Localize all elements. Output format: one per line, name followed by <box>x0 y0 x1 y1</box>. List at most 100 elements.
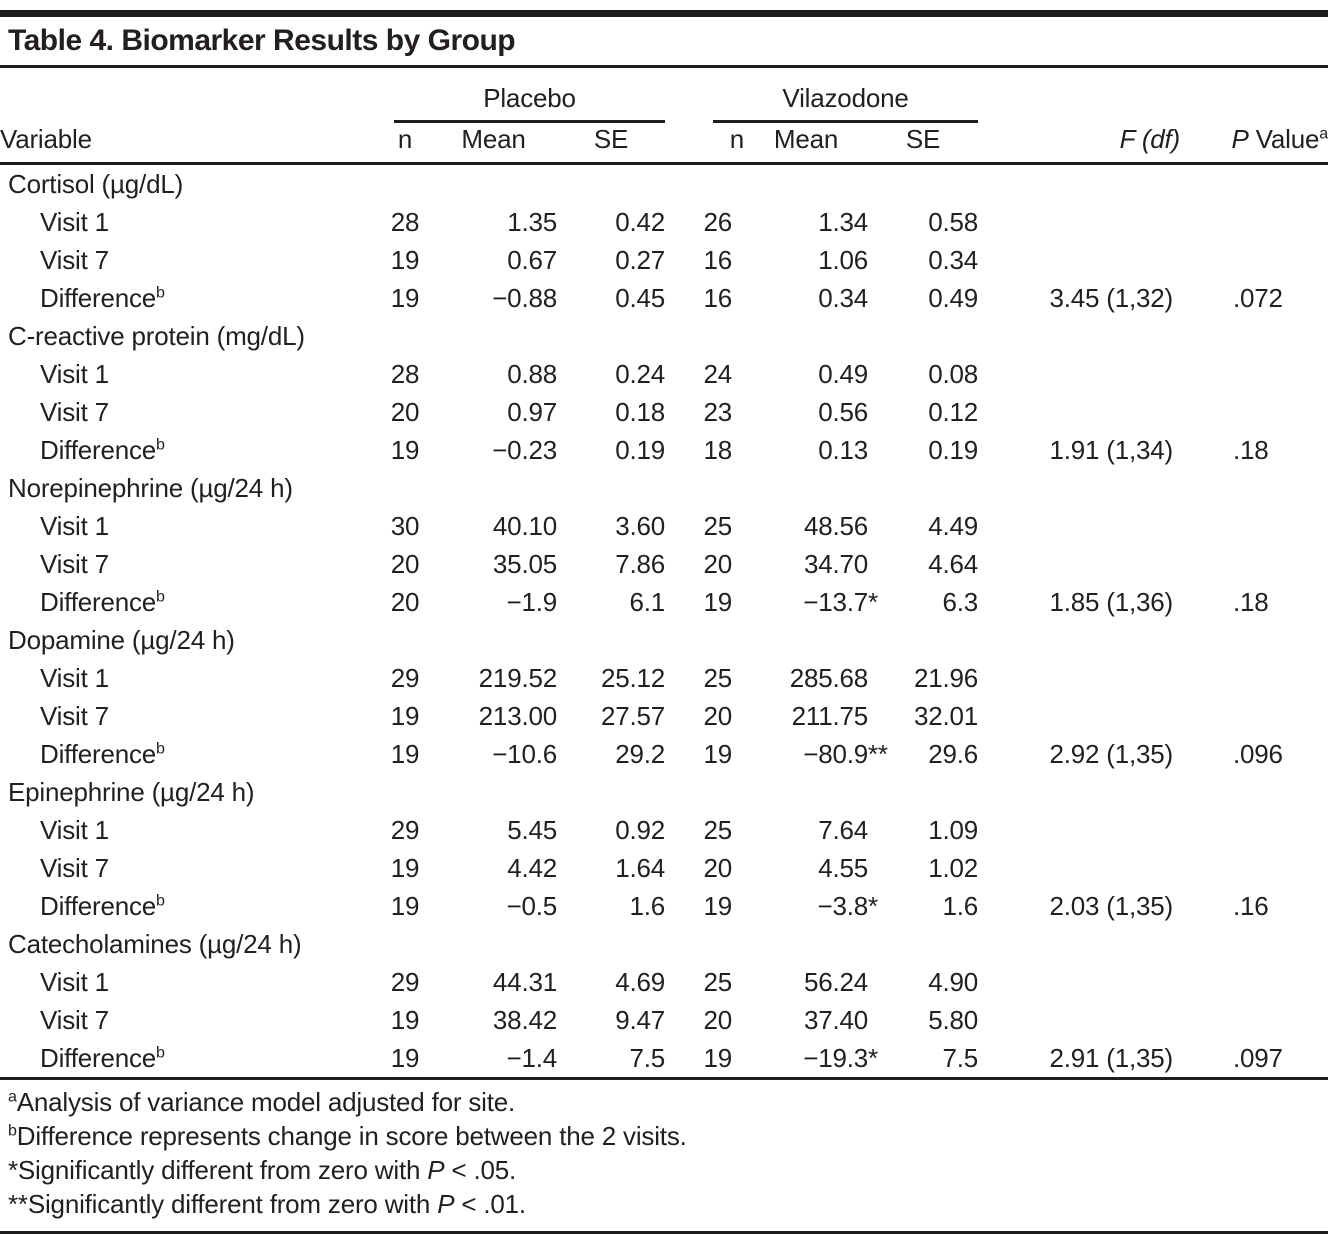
cell-pn: 19 <box>390 1043 420 1073</box>
table-title: Table 4. Biomarker Results by Group <box>8 24 516 57</box>
cell-vmean: 37.40 <box>803 1005 869 1035</box>
cell-p <box>1180 507 1328 545</box>
column-header-variable: Variable <box>0 123 380 165</box>
cell-vn: 25 <box>703 511 733 541</box>
cell-pse: 0.92 <box>615 815 666 845</box>
title-rule <box>0 65 1328 68</box>
cell-f: 1.85 (1,36) <box>1049 587 1174 617</box>
cell-pse: 0.19 <box>615 435 666 465</box>
cell-pmean: 4.42 <box>507 853 557 883</box>
cell-p: .072 <box>1233 283 1283 313</box>
cell-vn: 20 <box>703 701 733 731</box>
cell-vse: 1.6 <box>942 891 979 921</box>
cell-pmean: −1.9 <box>506 587 557 617</box>
cell-f <box>978 963 1180 1001</box>
cell-f <box>978 507 1180 545</box>
cell-vse: 6.3 <box>942 587 979 617</box>
cell-vmean: 56.24 <box>803 967 869 997</box>
row-label: Visit 7 <box>40 397 109 427</box>
cell-vn: 20 <box>703 549 733 579</box>
cell-p <box>1180 355 1328 393</box>
cell-pse: 1.64 <box>615 853 666 883</box>
row-label: Differenceb <box>40 891 165 921</box>
table-row: Differenceb 19 −0.88 0.45 16 0.34 0.49 3.45 (1,… <box>0 279 1328 317</box>
cell-vmean: 4.55 <box>818 853 869 883</box>
table-row: Visit 7 19 213.00 27.57 20 211.75 32.01 <box>0 697 1328 735</box>
cell-f <box>978 203 1180 241</box>
cell-p: .18 <box>1233 587 1269 617</box>
cell-f <box>978 811 1180 849</box>
cell-vse: 21.96 <box>913 663 979 693</box>
table-row: Visit 7 19 0.67 0.27 16 1.06 0.34 <box>0 241 1328 279</box>
table-row: Differenceb 20 −1.9 6.1 19 −13.7* 6.3 1.85 (1,3… <box>0 583 1328 621</box>
cell-vn: 18 <box>703 435 733 465</box>
cell-p <box>1180 811 1328 849</box>
cell-pse: 7.86 <box>615 549 666 579</box>
cell-pmean: 44.31 <box>492 967 557 997</box>
table-row: Visit 7 19 38.42 9.47 20 37.40 5.80 <box>0 1001 1328 1039</box>
bottom-rule <box>0 1231 1328 1234</box>
section-row: Catecholamines (µg/24 h) <box>0 925 1328 963</box>
cell-f: 3.45 (1,32) <box>1049 283 1174 313</box>
row-label: Visit 1 <box>40 207 109 237</box>
table-body: Cortisol (µg/dL) Visit 1 28 1.35 0.42 26 1.34 0… <box>0 164 1328 1078</box>
cell-p <box>1180 849 1328 887</box>
cell-pn: 20 <box>390 397 420 427</box>
biomarker-table: Placebo Vilazodone Variable n Mean SE n <box>0 68 1328 1077</box>
table-row: Visit 1 28 1.35 0.42 26 1.34 0.58 <box>0 203 1328 241</box>
cell-f <box>978 393 1180 431</box>
cell-pmean: −0.23 <box>492 435 557 465</box>
row-label: Differenceb <box>40 587 165 617</box>
table-row: Visit 7 19 4.42 1.64 20 4.55 1.02 <box>0 849 1328 887</box>
cell-vse: 1.02 <box>928 853 979 883</box>
cell-pmean: −0.88 <box>492 283 557 313</box>
cell-pse: 6.1 <box>629 587 666 617</box>
cell-vn: 16 <box>703 245 733 275</box>
cell-vmean: 48.56 <box>803 511 869 541</box>
cell-vse: 4.64 <box>928 549 979 579</box>
table-row: Differenceb 19 −1.4 7.5 19 −19.3* 7.5 2.91 (1,3… <box>0 1039 1328 1077</box>
cell-pn: 19 <box>390 435 420 465</box>
row-label: Differenceb <box>40 435 165 465</box>
cell-pmean: 213.00 <box>478 701 558 731</box>
table-row: Visit 7 20 35.05 7.86 20 34.70 4.64 <box>0 545 1328 583</box>
cell-pmean: −10.6 <box>492 739 557 769</box>
cell-vmean: −3.8* <box>817 891 878 921</box>
column-header-placebo-se: SE <box>557 123 666 165</box>
section-row: Cortisol (µg/dL) <box>0 164 1328 204</box>
top-rule <box>0 10 1328 17</box>
footnote-divider-rule <box>0 1077 1328 1080</box>
cell-vmean: 0.13 <box>818 435 869 465</box>
cell-p: .096 <box>1233 739 1283 769</box>
cell-vmean: 34.70 <box>803 549 869 579</box>
section-label: Catecholamines (µg/24 h) <box>8 929 302 959</box>
section-label: Cortisol (µg/dL) <box>8 169 184 199</box>
footnote: **Significantly different from zero with… <box>8 1189 526 1219</box>
table-row: Visit 7 20 0.97 0.18 23 0.56 0.12 <box>0 393 1328 431</box>
cell-vmean: 1.06 <box>818 245 869 275</box>
footnote: aAnalysis of variance model adjusted for… <box>8 1087 516 1117</box>
section-row: C-reactive protein (mg/dL) <box>0 317 1328 355</box>
table-row: Visit 1 30 40.10 3.60 25 48.56 4.49 <box>0 507 1328 545</box>
cell-vn: 19 <box>703 587 733 617</box>
cell-pn: 20 <box>390 549 420 579</box>
column-header-row: Variable n Mean SE n Mean SE F (df) P Va… <box>0 123 1328 165</box>
cell-pse: 25.12 <box>600 663 666 693</box>
cell-vn: 25 <box>703 663 733 693</box>
column-header-placebo-mean: Mean <box>430 123 557 165</box>
spanner-placebo: Placebo <box>483 83 576 113</box>
cell-pn: 29 <box>390 815 420 845</box>
row-label: Visit 7 <box>40 549 109 579</box>
row-label: Visit 7 <box>40 853 109 883</box>
cell-f <box>978 355 1180 393</box>
cell-pmean: 5.45 <box>507 815 557 845</box>
cell-vse: 0.58 <box>928 207 979 237</box>
cell-vse: 29.6 <box>928 739 979 769</box>
cell-vmean: −19.3* <box>803 1043 878 1073</box>
cell-pmean: 0.67 <box>507 245 557 275</box>
cell-vn: 24 <box>703 359 733 389</box>
column-header-vilazodone-se: SE <box>868 123 979 165</box>
row-label: Visit 7 <box>40 701 109 731</box>
cell-vse: 0.34 <box>928 245 979 275</box>
cell-f <box>978 697 1180 735</box>
